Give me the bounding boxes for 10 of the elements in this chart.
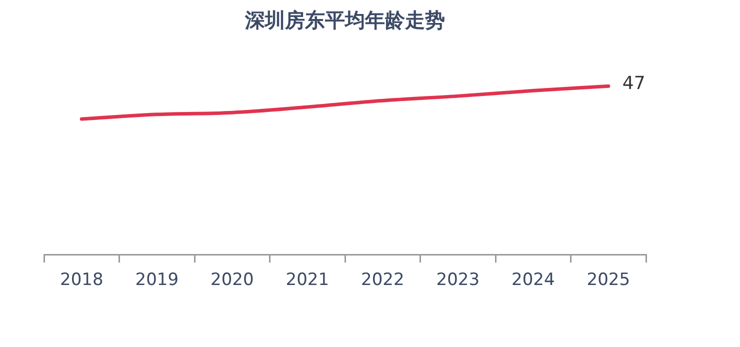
chart-title: 深圳房东平均年龄走势 [244, 8, 445, 32]
x-tick-label: 2021 [286, 270, 330, 290]
x-tick-label: 2023 [436, 270, 480, 290]
x-tick-label: 2022 [360, 270, 404, 290]
x-tick-label: 2025 [586, 270, 630, 290]
x-tick-label: 2024 [511, 270, 555, 290]
annotation: 47 [622, 72, 646, 94]
x-tick-label: 2020 [210, 270, 254, 290]
x-tick-label: 2018 [60, 270, 104, 290]
x-tick-label: 2019 [135, 270, 179, 290]
